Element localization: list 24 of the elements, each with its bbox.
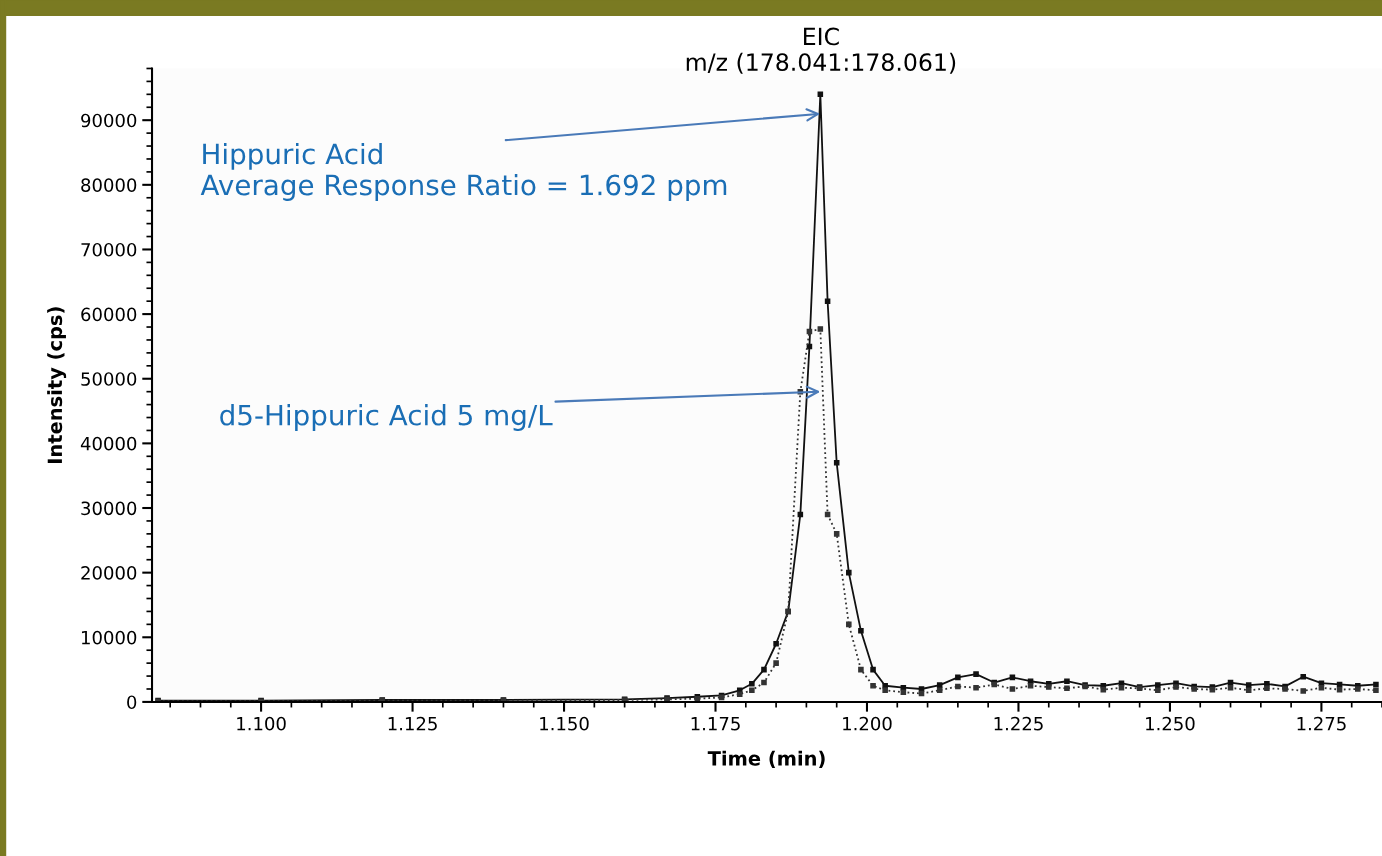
y-tick-label: 90000	[81, 113, 137, 128]
y-tick-label: 50000	[81, 372, 137, 386]
x-axis-title: Time (min)	[707, 750, 825, 768]
x-tick-label: 1.175	[691, 717, 740, 731]
y-tick-label: 10000	[81, 630, 137, 645]
y-tick-label: 0	[127, 695, 137, 710]
y-axis-title: Intensity (cps)	[47, 307, 67, 463]
y-tick-label: 40000	[80, 436, 137, 451]
y-tick-label: 70000	[81, 242, 137, 257]
x-tick-label: 1.275	[1297, 716, 1346, 731]
y-tick-label: 80000	[81, 178, 137, 192]
annotation: Hippuric Acid Average Response Ratio = 1.692 ppm	[200, 142, 727, 201]
y-tick-label: 30000	[81, 501, 137, 516]
y-tick-label: 60000	[81, 307, 137, 322]
x-tick-label: 1.100	[237, 716, 286, 731]
annotation: d5-Hippuric Acid 5 mg/L	[220, 404, 553, 431]
x-tick-label: 1.225	[994, 716, 1043, 731]
x-tick-label: 1.125	[388, 716, 437, 731]
x-tick-label: 1.150	[540, 716, 589, 731]
x-tick-label: 1.200	[843, 716, 892, 731]
chart-title: EIC	[804, 27, 839, 46]
chart-subtitle: m/z (178.041:178.061)	[686, 52, 956, 74]
y-tick-label: 20000	[81, 566, 137, 580]
x-tick-label: 1.250	[1146, 716, 1195, 731]
